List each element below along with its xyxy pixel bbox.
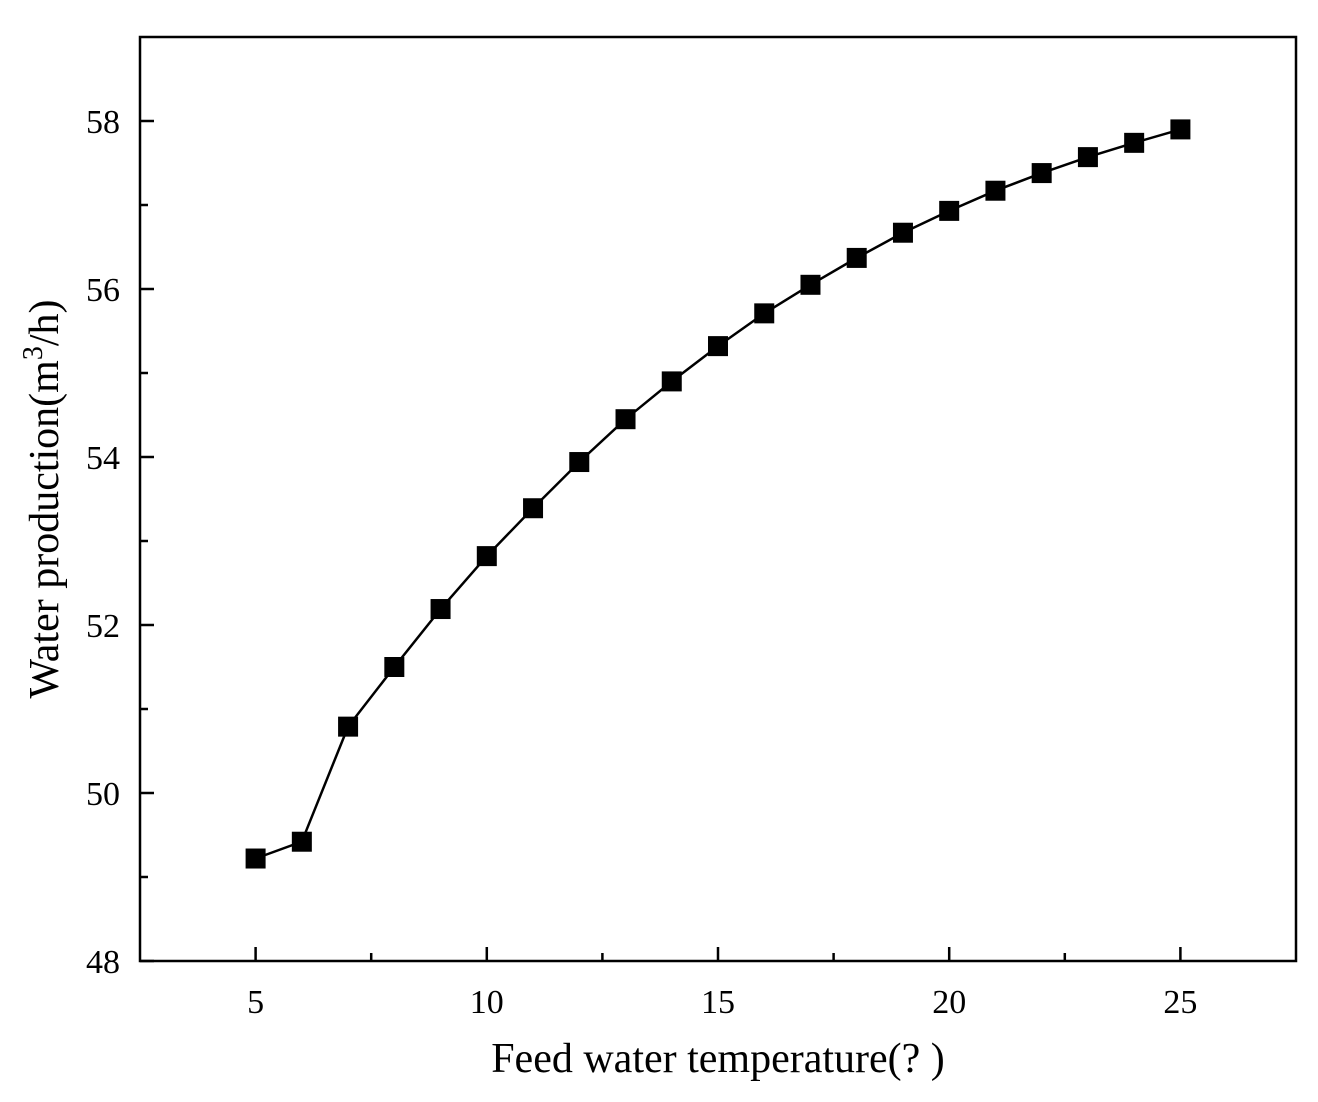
data-point xyxy=(1031,163,1052,184)
data-point xyxy=(1170,119,1191,140)
y-axis-title: Water production(m3/h) xyxy=(18,300,68,699)
y-tick-label: 54 xyxy=(86,440,120,477)
x-tick-label: 25 xyxy=(1163,984,1197,1021)
data-point xyxy=(384,657,405,677)
x-tick-label: 5 xyxy=(247,984,264,1021)
data-point xyxy=(291,831,312,852)
axis-ticks xyxy=(140,119,1182,963)
plot-frame xyxy=(138,35,1298,963)
y-axis-title-main: Water production(m xyxy=(22,360,68,699)
x-tick-label: 10 xyxy=(470,984,504,1021)
x-tick-label: 15 xyxy=(701,984,735,1021)
data-point xyxy=(754,303,775,324)
data-point xyxy=(708,336,728,357)
y-tick-label: 52 xyxy=(86,608,120,645)
data-point xyxy=(615,409,636,430)
x-tick-label: 20 xyxy=(932,984,966,1021)
y-tick-label: 48 xyxy=(86,944,120,981)
data-point xyxy=(338,716,359,737)
data-point xyxy=(1077,147,1098,168)
data-point xyxy=(985,180,1006,201)
data-point xyxy=(939,200,960,221)
y-tick-labels: 48 50 52 54 56 58 xyxy=(86,104,120,981)
y-axis-title-tail: /h) xyxy=(22,300,68,347)
data-point xyxy=(430,599,451,620)
series-line xyxy=(255,128,1181,860)
data-point xyxy=(800,274,821,295)
y-tick-label: 56 xyxy=(86,272,120,309)
data-point xyxy=(661,371,682,392)
data-point xyxy=(846,247,867,268)
data-point xyxy=(569,452,590,473)
y-axis-title-superscript: 3 xyxy=(18,346,49,360)
data-markers xyxy=(245,119,1191,869)
x-tick-labels: 5 10 15 20 25 xyxy=(247,984,1197,1021)
data-point xyxy=(523,498,544,519)
data-point xyxy=(1124,132,1145,153)
x-axis-title: Feed water temperature(? ) xyxy=(491,1036,945,1082)
y-tick-label: 50 xyxy=(86,776,120,813)
data-point xyxy=(476,546,497,567)
y-tick-label: 58 xyxy=(86,104,120,141)
data-point xyxy=(892,222,913,243)
data-point xyxy=(245,848,266,869)
